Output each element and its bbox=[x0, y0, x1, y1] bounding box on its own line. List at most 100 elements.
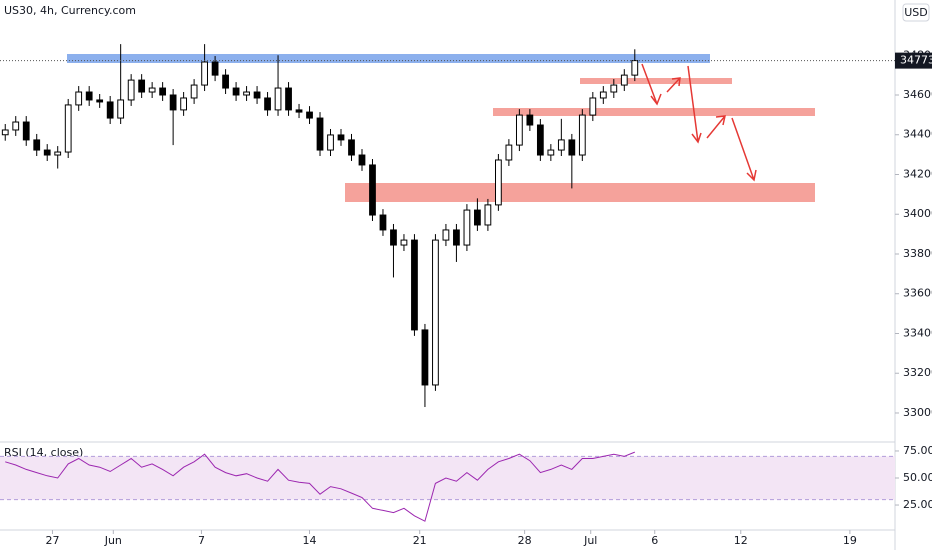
rsi-tick-label: 75.00 bbox=[903, 444, 932, 457]
candle-body bbox=[295, 109, 303, 113]
y-tick-label: 34200 bbox=[903, 167, 932, 180]
candle-body bbox=[96, 99, 104, 103]
candle-body bbox=[264, 97, 271, 111]
candle-body bbox=[253, 91, 261, 99]
y-tick-label: 33800 bbox=[903, 247, 932, 260]
candle-body bbox=[43, 149, 51, 156]
support-zone bbox=[345, 183, 815, 202]
rsi-tick-label: 50.00 bbox=[903, 471, 932, 484]
y-tick-label: 34000 bbox=[903, 207, 932, 220]
candle-body bbox=[54, 151, 62, 156]
candle-body bbox=[190, 84, 198, 99]
x-tick-label: 14 bbox=[303, 534, 317, 547]
candle-body bbox=[400, 239, 408, 246]
candle-body bbox=[222, 74, 229, 89]
x-tick-label: 12 bbox=[734, 534, 748, 547]
candle-body bbox=[610, 84, 618, 93]
arrow bbox=[641, 63, 662, 106]
candle-body bbox=[169, 94, 177, 111]
candle-body bbox=[117, 99, 125, 119]
currency-box bbox=[902, 3, 930, 22]
candle-body bbox=[348, 139, 355, 156]
candle-body bbox=[568, 139, 576, 156]
candle-body bbox=[337, 134, 345, 141]
candle-body bbox=[211, 61, 219, 76]
candle-body bbox=[285, 87, 292, 111]
candle-body bbox=[379, 214, 387, 231]
candle-body bbox=[75, 91, 83, 106]
y-tick-label: 33000 bbox=[903, 406, 932, 419]
candle-body bbox=[1, 129, 9, 136]
candle-body bbox=[85, 91, 93, 101]
last-price-box bbox=[895, 52, 932, 69]
candle-body bbox=[64, 104, 72, 153]
drawings bbox=[67, 54, 815, 202]
candle-body bbox=[243, 91, 250, 96]
candle-body bbox=[557, 139, 565, 151]
y-tick-label: 33200 bbox=[903, 366, 932, 379]
last-price-label: 34773 bbox=[900, 54, 932, 67]
x-tick-label: 27 bbox=[45, 534, 59, 547]
candle-body bbox=[620, 74, 628, 86]
x-tick-label: 28 bbox=[518, 534, 532, 547]
candle-body bbox=[390, 229, 397, 246]
candle-body bbox=[631, 60, 639, 76]
y-tick-label: 34400 bbox=[903, 128, 932, 141]
y-tick-label: 33400 bbox=[903, 326, 932, 339]
candle-body bbox=[589, 97, 597, 116]
rsi-title: RSI (14, close) bbox=[4, 446, 83, 459]
candle-body bbox=[316, 117, 324, 151]
candle-body bbox=[232, 87, 240, 96]
candle-body bbox=[12, 121, 20, 131]
arrows bbox=[641, 63, 757, 182]
arrow bbox=[706, 115, 726, 139]
candle-body bbox=[432, 239, 439, 386]
candle-body bbox=[453, 229, 460, 246]
candle-body bbox=[306, 111, 313, 119]
candle-body bbox=[127, 79, 135, 101]
candle-body bbox=[599, 91, 607, 99]
y-tick-label: 33600 bbox=[903, 287, 932, 300]
candle-body bbox=[526, 114, 534, 126]
candle-body bbox=[547, 149, 555, 156]
candle-body bbox=[463, 209, 471, 246]
candle-body bbox=[421, 329, 429, 386]
candle-body bbox=[106, 101, 114, 119]
candle-body bbox=[148, 87, 156, 93]
rsi-tick-label: 25.00 bbox=[903, 498, 932, 511]
candles bbox=[1, 44, 639, 408]
candle-body bbox=[33, 139, 41, 151]
y-tick-label: 34600 bbox=[903, 88, 932, 101]
candle-body bbox=[484, 204, 492, 226]
candle-body bbox=[358, 154, 366, 166]
candle-body bbox=[536, 124, 544, 156]
arrow bbox=[666, 77, 681, 93]
candle-body bbox=[495, 159, 502, 206]
x-tick-label: Jun bbox=[104, 534, 122, 547]
candle-body bbox=[505, 144, 513, 161]
candle-body bbox=[411, 239, 418, 331]
candle-body bbox=[180, 97, 188, 111]
chart-title: US30, 4h, Currency.com bbox=[4, 4, 136, 17]
candle-body bbox=[159, 87, 167, 96]
candle-body bbox=[274, 87, 282, 111]
x-tick-label: 7 bbox=[198, 534, 205, 547]
candle-body bbox=[578, 114, 586, 156]
candle-body bbox=[474, 209, 481, 226]
zone bbox=[580, 78, 732, 84]
candle-body bbox=[22, 121, 30, 141]
x-tick-label: 21 bbox=[413, 534, 427, 547]
arrow bbox=[731, 117, 757, 182]
candle-body bbox=[442, 229, 450, 241]
zone bbox=[493, 108, 815, 116]
x-tick-label: 6 bbox=[651, 534, 658, 547]
rsi-line bbox=[5, 451, 635, 522]
candle-body bbox=[138, 79, 146, 93]
candle-body bbox=[369, 164, 376, 216]
candle-body bbox=[327, 134, 334, 151]
candle-body bbox=[201, 61, 208, 86]
arrow bbox=[687, 65, 702, 144]
candle-body bbox=[515, 114, 523, 146]
currency: USD bbox=[904, 6, 928, 19]
